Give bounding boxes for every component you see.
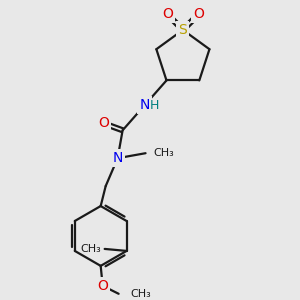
Text: CH₃: CH₃: [80, 244, 101, 254]
Text: O: O: [97, 279, 108, 293]
Text: CH₃: CH₃: [130, 289, 151, 299]
Text: CH₃: CH₃: [154, 148, 174, 158]
Text: H: H: [150, 99, 159, 112]
Text: N: N: [140, 98, 150, 112]
Text: O: O: [162, 8, 173, 21]
Text: O: O: [98, 116, 109, 130]
Text: N: N: [112, 151, 123, 165]
Text: O: O: [193, 8, 204, 21]
Text: S: S: [178, 23, 187, 37]
